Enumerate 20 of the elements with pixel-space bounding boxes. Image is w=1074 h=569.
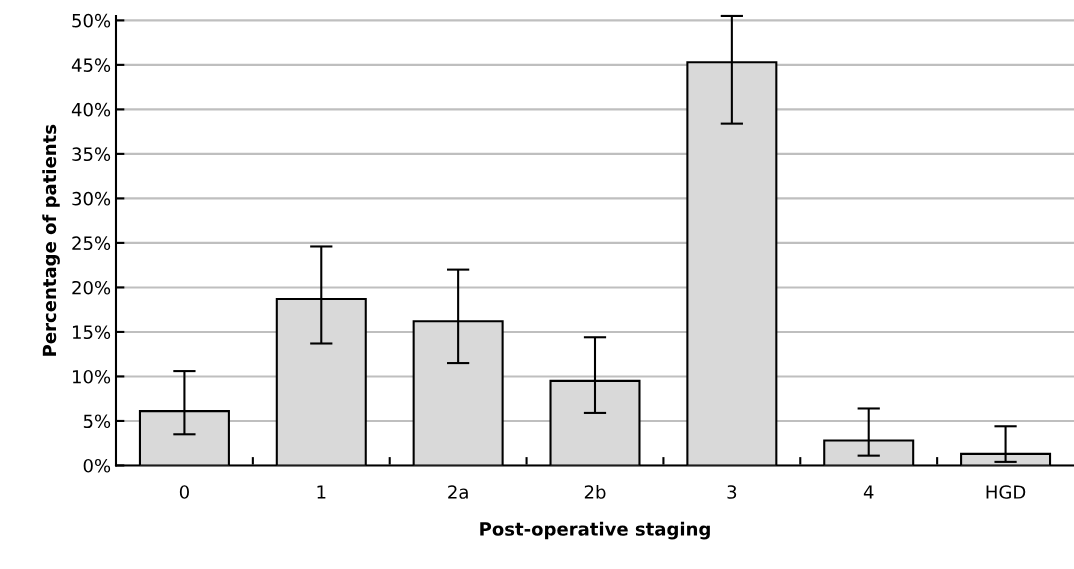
y-axis-title: Percentage of patients (42, 124, 60, 356)
x-tick-label: 4 (863, 485, 874, 499)
y-tick-label: 40% (71, 102, 111, 117)
y-tick-label: 35% (72, 147, 111, 162)
y-tick-label: 10% (72, 369, 111, 384)
x-tick-label: 0 (179, 485, 189, 499)
y-tick-label: 0% (83, 458, 111, 473)
y-tick-label: 50% (72, 13, 111, 28)
y-tick-label: 25% (72, 236, 111, 251)
x-tick-label: HGD (986, 485, 1026, 499)
y-tick-label: 20% (72, 280, 111, 295)
y-tick-label: 15% (72, 325, 111, 340)
x-tick-label: 2a (448, 485, 468, 499)
x-tick-label: 3 (727, 485, 737, 499)
y-tick-label: 30% (72, 191, 111, 206)
x-tick-label: 2b (584, 484, 606, 499)
x-axis-title: Post-operative staging (480, 521, 710, 540)
y-tick-label: 5% (83, 414, 111, 429)
y-tick-label: 45% (71, 58, 111, 72)
x-tick-label: 1 (317, 485, 326, 499)
